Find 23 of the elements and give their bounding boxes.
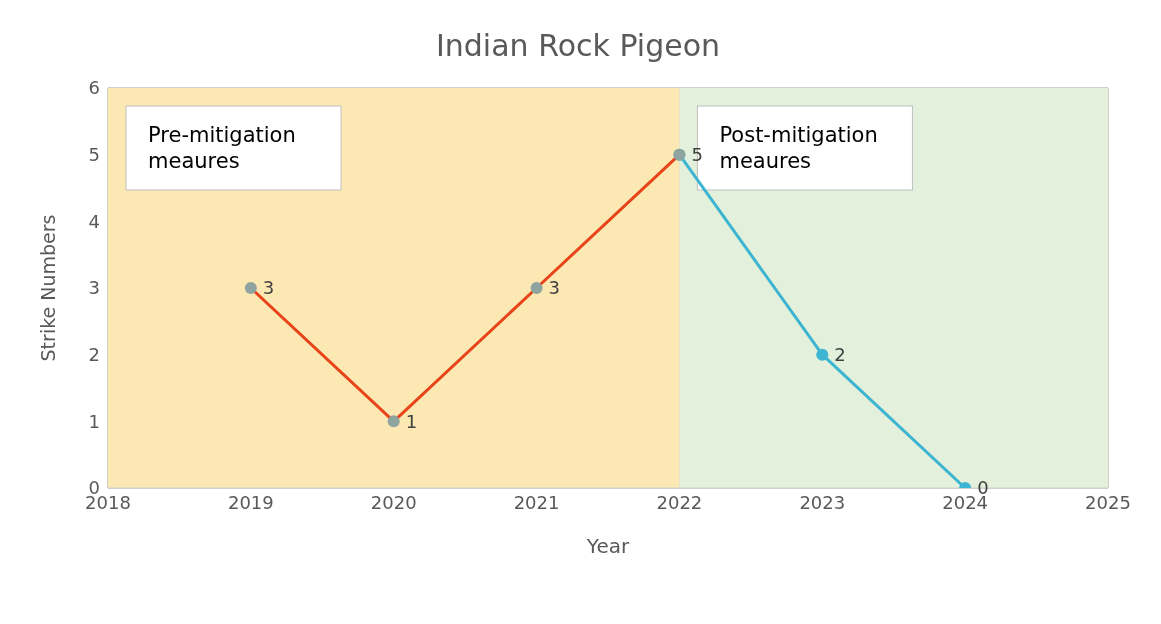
y-axis-title: Strike Numbers (36, 214, 59, 362)
x-tick-label: 2020 (370, 491, 417, 513)
data-label: 3 (262, 277, 275, 299)
y-tick-label: 5 (88, 144, 100, 166)
y-tick-label: 2 (88, 344, 100, 366)
data-label: 2 (834, 344, 846, 366)
x-axis-title: Year (585, 534, 630, 558)
data-label: 3 (548, 277, 561, 299)
x-tick-label: 2023 (799, 491, 846, 513)
x-tick-label: 2025 (1085, 491, 1131, 513)
x-tick-label: 2021 (513, 491, 560, 513)
band-label: Post-mitigation meaures (719, 123, 878, 173)
y-tick-label: 4 (88, 210, 100, 232)
text-box: Pre-mitigation meaures (125, 105, 342, 191)
band-label: Pre-mitigation meaures (148, 123, 296, 173)
data-label: 5 (691, 144, 703, 166)
chart-title: Indian Rock Pigeon (434, 28, 722, 63)
data-label: 1 (405, 410, 418, 432)
x-tick-label: 2022 (656, 491, 703, 513)
y-tick-label: 1 (88, 410, 100, 432)
x-tick-label: 2019 (227, 491, 274, 513)
y-tick-label: 6 (88, 77, 100, 99)
y-tick-label: 3 (88, 277, 100, 299)
